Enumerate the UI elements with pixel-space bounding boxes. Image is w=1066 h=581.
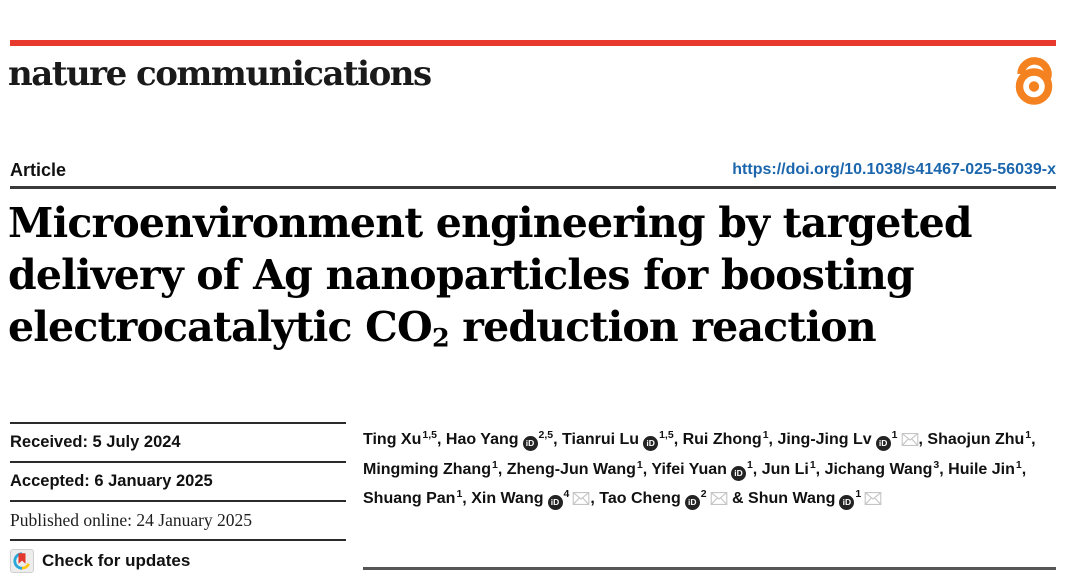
title-line-1: Microenvironment engineering by targeted: [8, 199, 973, 247]
email-envelope-icon[interactable]: [710, 492, 728, 506]
crossmark-icon: [10, 549, 34, 573]
email-envelope-icon[interactable]: [901, 433, 919, 447]
check-for-updates-button[interactable]: Check for updates: [10, 541, 346, 577]
published-date: Published online: 24 January 2025: [10, 510, 253, 530]
author: Ting Xu1,5,: [363, 429, 442, 448]
author: Zheng-Jun Wang1,: [506, 458, 648, 478]
article-type-label: Article: [10, 159, 67, 180]
email-envelope-icon[interactable]: [864, 492, 882, 506]
orcid-icon[interactable]: iD: [684, 495, 700, 511]
divider: [10, 500, 346, 502]
article-header-row: Article https://doi.org/10.1038/s41467-0…: [10, 158, 1056, 182]
header-divider: [10, 186, 1056, 189]
orcid-icon[interactable]: iD: [839, 495, 855, 511]
author: Tianrui Lu iD1,5,: [562, 429, 678, 452]
orcid-icon[interactable]: iD: [730, 465, 746, 481]
author: Hao Yang iD2,5,: [446, 429, 558, 452]
footer-divider: [363, 567, 1056, 570]
open-access-icon: [1015, 57, 1053, 105]
journal-masthead: nature communications: [8, 54, 432, 94]
divider: [10, 539, 346, 541]
author: Tao Cheng iD2 &: [599, 488, 744, 511]
accepted-date: Accepted: 6 January 2025: [10, 472, 213, 490]
orcid-icon[interactable]: iD: [875, 436, 891, 452]
divider: [10, 422, 346, 424]
author-block: Ting Xu1,5, Hao Yang iD2,5, Tianrui Lu iD1…: [363, 426, 1057, 515]
doi-link[interactable]: https://doi.org/10.1038/s41467-025-56039…: [732, 161, 1056, 178]
brand-red-bar: [10, 40, 1056, 46]
author: Jing-Jing Lv iD1,: [777, 429, 923, 452]
author: Rui Zhong1,: [682, 429, 773, 448]
email-envelope-icon[interactable]: [572, 492, 590, 506]
author: Shuang Pan1,: [363, 488, 467, 507]
article-history-panel: Received: 5 July 2024 Accepted: 6 Januar…: [10, 422, 346, 577]
orcid-icon[interactable]: iD: [643, 436, 659, 452]
author: Xin Wang iD4,: [471, 488, 595, 511]
received-date: Received: 5 July 2024: [10, 433, 181, 451]
title-line-3: electrocatalytic CO2 reduction reaction: [8, 303, 877, 353]
author: Yifei Yuan iD1,: [651, 459, 757, 481]
author: Huile Jin1,: [948, 458, 1027, 478]
co2-subscript: 2: [431, 322, 450, 353]
author: Shun Wang iD1: [748, 488, 882, 511]
divider: [10, 461, 346, 463]
author: Jun Li1,: [761, 458, 821, 478]
paper-title: Microenvironment engineering by targeted…: [8, 197, 1058, 353]
author-list: Ting Xu1,5, Hao Yang iD2,5, Tianrui Lu iD1…: [363, 426, 1057, 515]
check-for-updates-label: Check for updates: [42, 551, 191, 570]
author: Mingming Zhang1,: [363, 458, 503, 478]
author: Shaojun Zhu1,: [927, 429, 1036, 448]
orcid-icon[interactable]: iD: [522, 436, 538, 452]
author: Jichang Wang3,: [824, 458, 944, 478]
title-line-2: delivery of Ag nanoparticles for boostin…: [8, 251, 915, 299]
orcid-icon[interactable]: iD: [547, 495, 563, 511]
